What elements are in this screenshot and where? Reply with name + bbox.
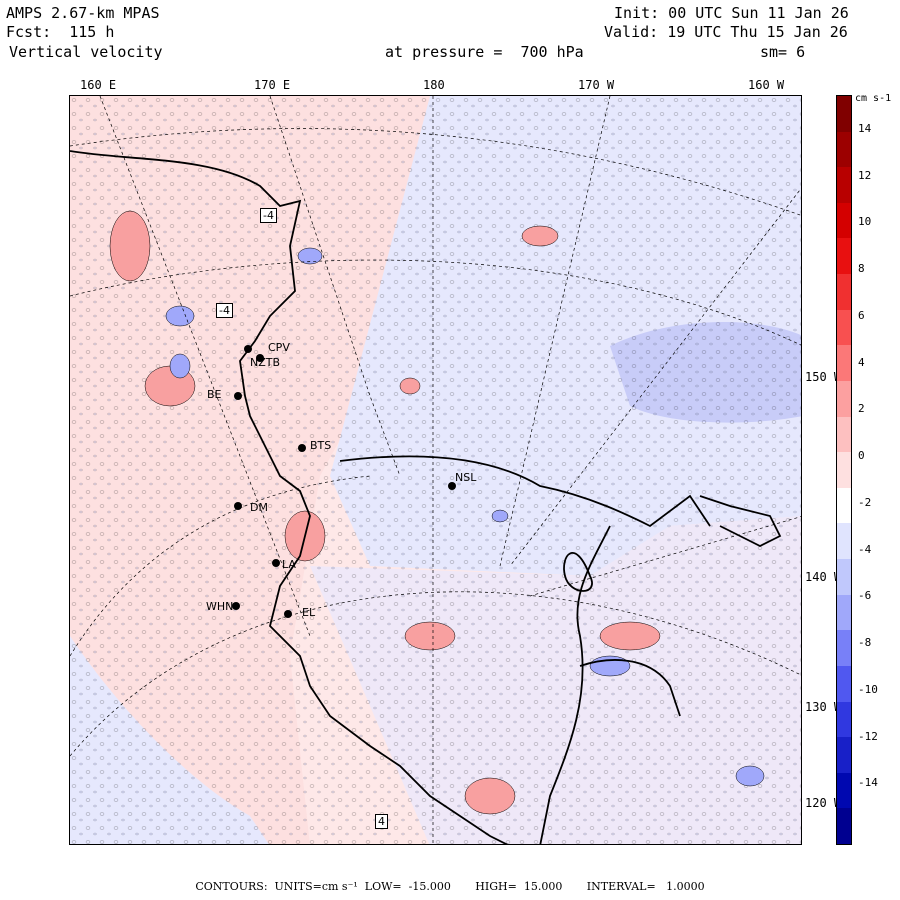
station-label-be: BE [207, 388, 222, 401]
colorbar-swatch [837, 309, 851, 346]
init-time: Init: 00 UTC Sun 11 Jan 26 [614, 4, 849, 22]
colorbar-tick-label: 2 [858, 402, 865, 416]
colorbar-tick-label: 12 [858, 168, 872, 182]
station-label: -4 [260, 208, 277, 223]
station-label-el: EL [302, 606, 316, 619]
colorbar-swatch [837, 594, 851, 631]
station-label-nsl: NSL [455, 471, 477, 484]
station-label-cpv: CPV [268, 341, 290, 354]
colorbar-swatch [837, 131, 851, 168]
station-label-dm: DM [250, 501, 268, 514]
colorbar-swatch [837, 665, 851, 702]
forecast-hour: Fcst: 115 h [6, 23, 115, 41]
colorbar-swatch [837, 380, 851, 418]
smoothing: sm= 6 [760, 43, 806, 61]
colorbar [836, 95, 852, 845]
colorbar-swatch [837, 630, 851, 667]
colorbar-tick-label: 4 [858, 355, 865, 369]
colorbar-tick-label: 0 [858, 449, 865, 462]
colorbar-tick-label: -10 [858, 682, 878, 696]
colorbar-swatch [837, 274, 851, 311]
colorbar-swatch [837, 523, 851, 560]
station-label-bts: BTS [310, 439, 332, 452]
station-label-nztb: NZTB [250, 356, 281, 369]
colorbar-units: cm s-1 [855, 93, 892, 104]
lon-label-170w: 170 W [578, 78, 615, 92]
coastline [70, 150, 782, 844]
lon-label-170e: 170 E [254, 78, 291, 92]
colorbar-tick-label: -14 [858, 776, 878, 790]
colorbar-tick-label: -2 [858, 495, 872, 509]
colorbar-tick-label: -12 [858, 729, 878, 743]
station-label: 4 [375, 814, 388, 829]
colorbar-swatch [837, 96, 851, 133]
colorbar-swatch [837, 737, 851, 774]
colorbar-swatch [837, 167, 851, 204]
map-canvas [70, 96, 801, 844]
colorbar-swatch [837, 416, 851, 453]
model-title: AMPS 2.67-km MPAS [6, 4, 160, 22]
colorbar-tick-label: -6 [858, 589, 872, 603]
colorbar-tick-label: 8 [858, 262, 865, 275]
colorbar-swatch [837, 452, 851, 489]
colorbar-tick-label: -8 [858, 636, 872, 649]
vertical-velocity-map: -4 -4 CPV NZTB BE BTS NSL DM LA WHN EL 4 [69, 95, 802, 845]
contour-info: CONTOURS: UNITS=cm s⁻¹ LOW= -15.000 HIGH… [195, 880, 705, 893]
colorbar-swatch [837, 238, 851, 275]
station-label-la: LA [282, 558, 296, 571]
colorbar-swatch [837, 559, 851, 596]
lon-label-180: 180 [423, 78, 445, 92]
graticule [70, 96, 801, 844]
colorbar-tick-label: 10 [858, 215, 872, 229]
colorbar-swatch [837, 202, 851, 239]
lon-label-160e: 160 E [80, 78, 117, 92]
station-label-whn: WHN [206, 600, 234, 613]
map-noise-texture [70, 96, 801, 844]
lon-label-160w: 160 W [748, 78, 785, 92]
colorbar-tick-label: 14 [858, 121, 872, 135]
station-label: -4 [216, 303, 233, 318]
colorbar-swatch [837, 345, 851, 382]
station-markers [232, 345, 456, 618]
pressure-level: at pressure = 700 hPa [385, 43, 584, 61]
colorbar-swatch [837, 772, 851, 809]
colorbar-tick-label: -4 [858, 542, 872, 556]
colorbar-swatch [837, 701, 851, 738]
colorbar-tick-label: 6 [858, 308, 865, 322]
valid-time: Valid: 19 UTC Thu 15 Jan 26 [604, 23, 848, 41]
colorbar-swatch [837, 808, 851, 845]
field-name: Vertical velocity [9, 43, 163, 61]
colorbar-swatch [837, 487, 851, 524]
